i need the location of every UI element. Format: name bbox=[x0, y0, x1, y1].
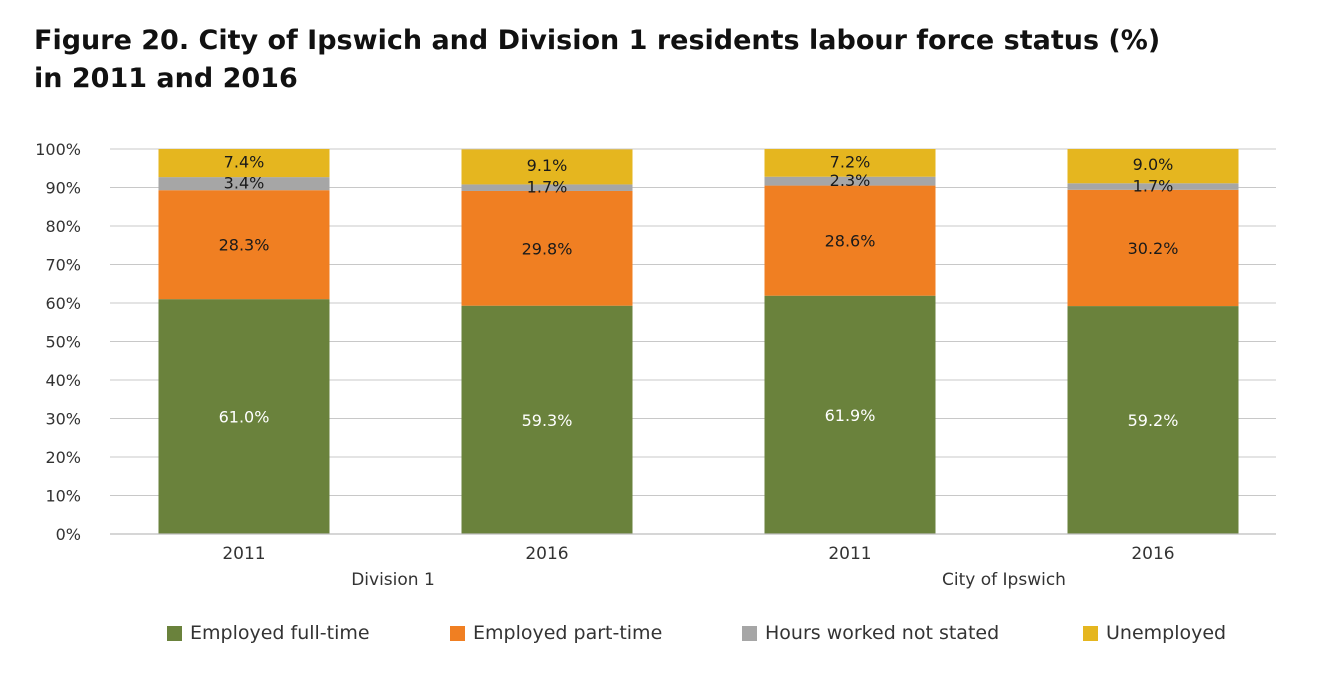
bar-segment-not-stated bbox=[764, 176, 936, 186]
y-tick-label: 50% bbox=[45, 333, 81, 352]
legend-label-full-time: Employed full-time bbox=[190, 622, 370, 644]
y-tick-label: 80% bbox=[45, 217, 81, 236]
legend-item-part-time: Employed part-time bbox=[450, 622, 662, 644]
bar-segment-part-time bbox=[764, 185, 936, 296]
data-label-unemployed: 7.4% bbox=[224, 152, 265, 171]
y-tick-label: 10% bbox=[45, 487, 81, 506]
legend-label-part-time: Employed part-time bbox=[473, 622, 663, 644]
data-label-unemployed: 7.2% bbox=[830, 152, 871, 171]
bar-segment-unemployed bbox=[158, 149, 330, 178]
data-label-unemployed: 9.1% bbox=[527, 156, 568, 175]
chart-title: Figure 20. City of Ipswich and Division … bbox=[34, 22, 1274, 98]
data-label-part-time: 28.3% bbox=[219, 236, 270, 255]
y-tick-label: 60% bbox=[45, 294, 81, 313]
bar-segment-unemployed bbox=[764, 149, 936, 177]
legend-item-unemployed: Unemployed bbox=[1083, 622, 1226, 644]
chart-title-line-2: in 2011 and 2016 bbox=[34, 63, 298, 94]
data-label-part-time: 29.8% bbox=[522, 239, 573, 258]
chart-legend: Employed full-time Employed part-time Ho… bbox=[0, 622, 1317, 652]
legend-label-not-stated: Hours worked not stated bbox=[765, 622, 1000, 644]
y-tick-label: 20% bbox=[45, 448, 81, 467]
data-label-full-time: 61.0% bbox=[219, 408, 270, 427]
x-group-label: City of Ipswich bbox=[942, 570, 1066, 590]
bar-segment-full-time bbox=[461, 305, 633, 534]
legend-label-unemployed: Unemployed bbox=[1106, 622, 1227, 644]
data-label-unemployed: 9.0% bbox=[1133, 155, 1174, 174]
data-label-not-stated: 3.4% bbox=[224, 174, 265, 193]
x-tick-label: 2011 bbox=[222, 544, 265, 564]
legend-swatch-part-time bbox=[450, 625, 465, 641]
y-tick-label: 40% bbox=[45, 371, 81, 390]
bar-segment-full-time bbox=[764, 295, 936, 534]
data-label-not-stated: 1.7% bbox=[1133, 177, 1174, 196]
legend-item-not-stated: Hours worked not stated bbox=[742, 622, 999, 644]
bar-segment-unemployed bbox=[1067, 149, 1239, 184]
y-tick-label: 0% bbox=[56, 525, 81, 544]
y-tick-label: 70% bbox=[45, 256, 81, 275]
legend-item-full-time: Employed full-time bbox=[167, 622, 370, 644]
bar-segment-full-time bbox=[158, 299, 330, 534]
x-tick-label: 2011 bbox=[828, 544, 871, 564]
chart-title-line-1: Figure 20. City of Ipswich and Division … bbox=[34, 25, 1161, 56]
y-tick-label: 90% bbox=[45, 179, 81, 198]
data-label-part-time: 28.6% bbox=[825, 232, 876, 251]
y-tick-label: 30% bbox=[45, 410, 81, 429]
bar-segment-part-time bbox=[1067, 189, 1239, 307]
x-group-label: Division 1 bbox=[351, 570, 435, 590]
y-tick-label: 100% bbox=[35, 140, 81, 159]
data-label-not-stated: 2.3% bbox=[830, 171, 871, 190]
data-label-part-time: 30.2% bbox=[1128, 239, 1179, 258]
data-label-full-time: 61.9% bbox=[825, 406, 876, 425]
legend-swatch-full-time bbox=[167, 625, 182, 641]
bar-segment-not-stated bbox=[461, 184, 633, 191]
bar-segment-not-stated bbox=[158, 177, 330, 191]
bar-segment-full-time bbox=[1067, 306, 1239, 534]
legend-swatch-not-stated bbox=[742, 625, 757, 641]
data-label-full-time: 59.2% bbox=[1128, 411, 1179, 430]
bar-segment-part-time bbox=[158, 190, 330, 300]
bar-segment-unemployed bbox=[461, 149, 633, 185]
x-tick-label: 2016 bbox=[525, 544, 568, 564]
stacked-bar-chart: 0% 10% 20% 30% 40% 50% 60% 70% 80% 90% 100% 61.0% 28… bbox=[35, 140, 1276, 590]
legend-swatch-unemployed bbox=[1083, 625, 1098, 641]
bar-segment-part-time bbox=[461, 190, 633, 306]
data-label-not-stated: 1.7% bbox=[527, 178, 568, 197]
x-tick-label: 2016 bbox=[1131, 544, 1174, 564]
bar-segment-not-stated bbox=[1067, 183, 1239, 190]
data-label-full-time: 59.3% bbox=[522, 411, 573, 430]
